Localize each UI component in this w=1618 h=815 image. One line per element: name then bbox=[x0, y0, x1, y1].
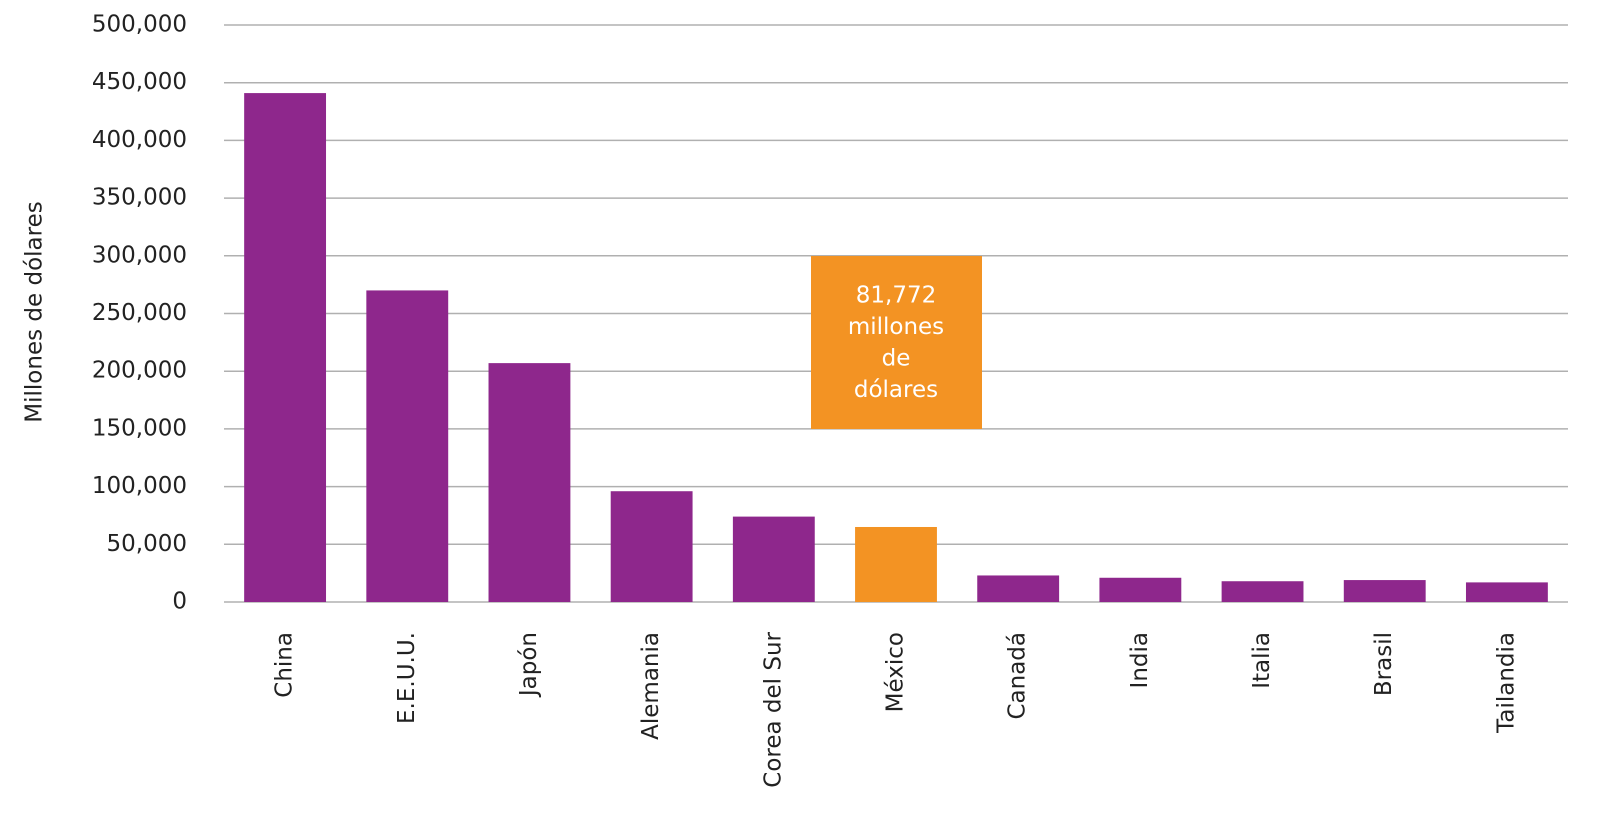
x-tick-label: Italia bbox=[1249, 632, 1275, 689]
y-tick-label: 300,000 bbox=[92, 242, 187, 268]
bar bbox=[610, 491, 693, 602]
x-tick-label: Corea del Sur bbox=[760, 631, 786, 787]
y-tick-label: 200,000 bbox=[92, 358, 187, 384]
annotation-text: de bbox=[882, 346, 911, 372]
x-tick-label: Tailandia bbox=[1493, 632, 1519, 734]
bar bbox=[1465, 582, 1548, 602]
bar bbox=[732, 516, 815, 602]
x-tick-label: Canadá bbox=[1005, 632, 1031, 720]
x-tick-label: Alemania bbox=[638, 632, 664, 740]
y-tick-label: 500,000 bbox=[92, 12, 187, 38]
bar bbox=[488, 363, 571, 602]
bar bbox=[855, 526, 937, 602]
x-tick-label: India bbox=[1127, 632, 1153, 688]
y-tick-label: 0 bbox=[172, 589, 187, 615]
bar bbox=[244, 93, 327, 602]
x-tick-label: Brasil bbox=[1371, 632, 1397, 696]
x-tick-label: Japón bbox=[516, 632, 542, 698]
annotation-box bbox=[811, 256, 982, 429]
bar bbox=[977, 575, 1060, 602]
y-tick-label: 400,000 bbox=[92, 127, 187, 153]
y-tick-label: 150,000 bbox=[92, 415, 187, 441]
annotation-text: 81,772 bbox=[856, 283, 936, 309]
annotation-text: millones bbox=[848, 314, 944, 340]
y-axis-label: Millones de dólares bbox=[22, 201, 48, 422]
y-tick-label: 100,000 bbox=[92, 473, 187, 499]
x-tick-label: China bbox=[272, 632, 298, 698]
bar bbox=[1221, 581, 1304, 602]
bar bbox=[1099, 577, 1182, 602]
bar bbox=[1343, 580, 1426, 602]
y-tick-label: 50,000 bbox=[107, 531, 187, 557]
y-tick-label: 250,000 bbox=[92, 300, 187, 326]
annotation-text: dólares bbox=[854, 377, 938, 403]
x-tick-label: México bbox=[883, 632, 909, 712]
x-tick-label: E.E.U.U. bbox=[394, 632, 420, 724]
y-tick-label: 450,000 bbox=[92, 69, 187, 95]
bar bbox=[366, 290, 449, 602]
y-tick-label: 350,000 bbox=[92, 185, 187, 211]
